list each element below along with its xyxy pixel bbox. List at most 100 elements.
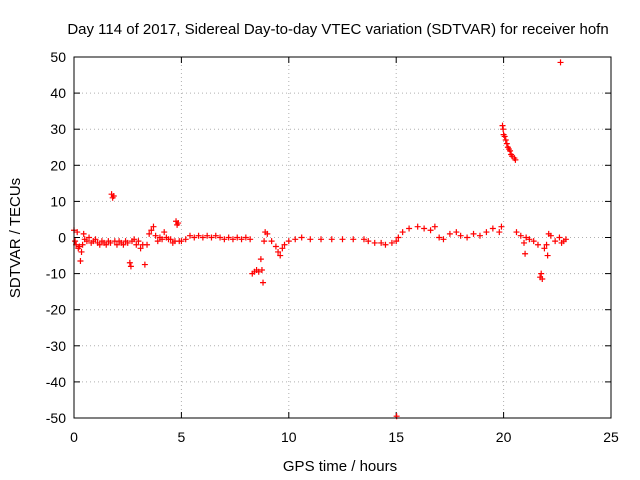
data-point <box>517 232 524 239</box>
data-point <box>307 236 314 243</box>
data-point <box>556 234 563 241</box>
data-point <box>154 238 161 245</box>
x-tick-label: 20 <box>496 429 512 445</box>
data-point <box>217 234 224 241</box>
y-axis-ticks: -50 -40 -30 -20 -10 0 10 20 30 40 50 <box>46 49 611 426</box>
data-point <box>513 229 520 236</box>
data-point <box>453 229 460 236</box>
y-tick-label: 30 <box>50 121 66 137</box>
data-point <box>86 234 93 241</box>
x-tick-label: 0 <box>70 429 78 445</box>
data-point <box>261 238 268 245</box>
data-point <box>543 241 550 248</box>
data-point <box>96 241 103 248</box>
y-tick-label: -10 <box>46 266 66 282</box>
data-point <box>292 236 299 243</box>
y-tick-label: 50 <box>50 49 66 65</box>
data-point <box>124 239 131 246</box>
data-point <box>79 241 86 248</box>
data-point <box>255 268 262 275</box>
data-point <box>470 230 477 237</box>
data-point <box>562 236 569 243</box>
data-point <box>120 241 127 248</box>
data-point <box>225 234 232 241</box>
data-point <box>247 236 254 243</box>
x-tick-label: 10 <box>281 429 297 445</box>
data-point <box>80 230 87 237</box>
data-point <box>298 234 305 241</box>
data-point <box>512 156 519 163</box>
data-point <box>544 252 551 259</box>
data-point <box>208 234 215 241</box>
y-tick-label: -20 <box>46 302 66 318</box>
data-point <box>191 234 198 241</box>
data-point <box>257 256 264 263</box>
data-point <box>277 252 284 259</box>
data-point <box>229 236 236 243</box>
data-point <box>382 241 389 248</box>
plot-frame <box>73 56 612 419</box>
data-point <box>110 192 117 199</box>
data-point <box>499 122 506 129</box>
data-point <box>258 266 265 273</box>
data-point <box>502 137 509 144</box>
data-point <box>522 250 529 257</box>
y-tick-label: -30 <box>46 338 66 354</box>
data-point <box>365 238 372 245</box>
data-point <box>501 133 508 140</box>
y-tick-label: 10 <box>50 193 66 209</box>
data-point <box>500 126 507 133</box>
data-point <box>318 236 325 243</box>
data-point <box>350 236 357 243</box>
data-point <box>489 225 496 232</box>
y-tick-label: -50 <box>46 410 66 426</box>
data-point <box>339 236 346 243</box>
y-axis-label: SDTVAR / TECUs <box>7 178 24 298</box>
data-point <box>72 238 79 245</box>
data-point <box>328 236 335 243</box>
x-tick-label: 5 <box>178 429 186 445</box>
data-point <box>204 232 211 239</box>
data-point <box>427 227 434 234</box>
x-tick-label: 15 <box>388 429 404 445</box>
data-point <box>547 232 554 239</box>
data-point <box>107 239 114 246</box>
data-point <box>167 236 174 243</box>
data-point <box>152 232 159 239</box>
data-point <box>161 229 168 236</box>
data-point <box>399 229 406 236</box>
data-point <box>141 261 148 268</box>
chart-title: Day 114 of 2017, Sidereal Day-to-day VTE… <box>67 21 608 38</box>
data-point <box>182 236 189 243</box>
data-point <box>523 234 530 241</box>
y-tick-label: -40 <box>46 374 66 390</box>
data-point <box>421 225 428 232</box>
data-point <box>238 236 245 243</box>
x-axis-label: GPS time / hours <box>283 458 397 475</box>
data-point <box>414 223 421 230</box>
data-point <box>264 230 271 237</box>
data-point <box>483 229 490 236</box>
data-point <box>144 241 151 248</box>
data-points <box>71 59 569 420</box>
data-point <box>92 236 99 243</box>
data-point <box>135 238 142 245</box>
data-point <box>195 232 202 239</box>
y-tick-label: 40 <box>50 85 66 101</box>
data-point <box>212 232 219 239</box>
data-point <box>268 238 275 245</box>
data-point <box>507 147 514 154</box>
data-point <box>175 220 182 227</box>
data-point <box>242 234 249 241</box>
data-point <box>77 257 84 264</box>
data-point <box>552 238 559 245</box>
data-point <box>150 223 157 230</box>
data-point <box>285 238 292 245</box>
data-point <box>431 223 438 230</box>
data-point <box>279 245 286 252</box>
data-point <box>234 234 241 241</box>
data-point <box>159 236 166 243</box>
data-point <box>530 238 537 245</box>
data-point <box>476 232 483 239</box>
